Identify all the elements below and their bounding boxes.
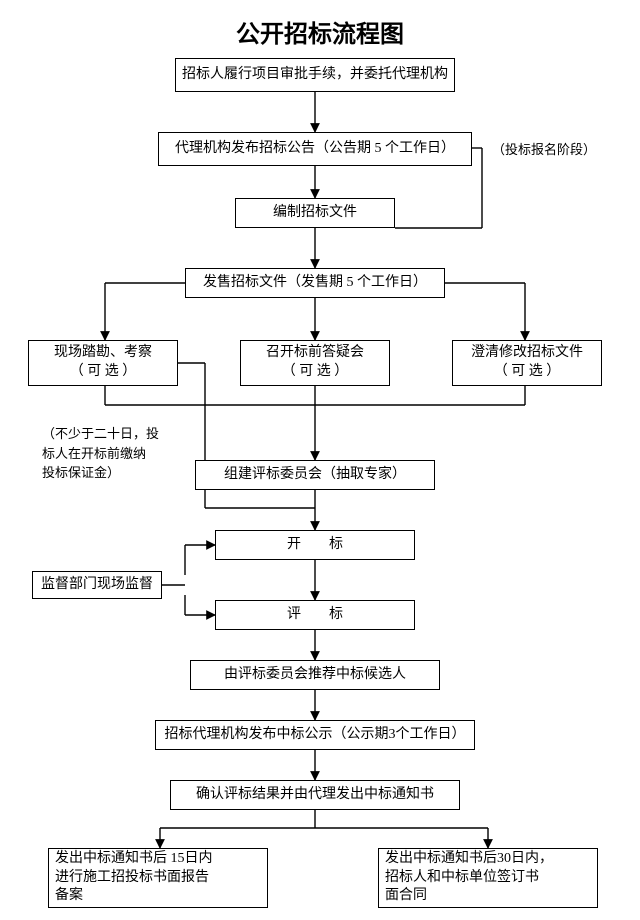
node-n9: 由评标委员会推荐中标候选人 [190, 660, 440, 690]
node-n2: 代理机构发布招标公告（公告期 5 个工作日） [158, 132, 472, 166]
node-n8: 评 标 [215, 600, 415, 630]
flowchart-stage: 公开招标流程图 招标人履行项目审批手续，并委托代理机构代理机构发布招标公告（公告… [0, 0, 640, 920]
node-n5c: 澄清修改招标文件（ 可 选 ） [452, 340, 602, 386]
page-title: 公开招标流程图 [0, 14, 640, 49]
node-n11: 确认评标结果并由代理发出中标通知书 [170, 780, 460, 810]
node-n10: 招标代理机构发布中标公示（公示期3个工作日） [155, 720, 475, 750]
node-n3: 编制招标文件 [235, 198, 395, 228]
node-n12b: 发出中标通知书后30日内，招标人和中标单位签订书面合同 [378, 848, 598, 908]
annotation-a1: （投标报名阶段） [492, 140, 632, 160]
node-n4: 发售招标文件（发售期 5 个工作日） [185, 268, 445, 298]
node-n6: 组建评标委员会（抽取专家） [195, 460, 435, 490]
node-n5a: 现场踏勘、考察（ 可 选 ） [28, 340, 178, 386]
node-n12a: 发出中标通知书后 15日内进行施工招投标书面报告备案 [48, 848, 268, 908]
node-n5b: 召开标前答疑会（ 可 选 ） [240, 340, 390, 386]
annotation-a2: （不少于二十日，投标人在开标前缴纳投标保证金） [42, 424, 192, 483]
node-n1: 招标人履行项目审批手续，并委托代理机构 [175, 58, 455, 92]
node-sup: 监督部门现场监督 [32, 571, 162, 599]
node-n7: 开 标 [215, 530, 415, 560]
